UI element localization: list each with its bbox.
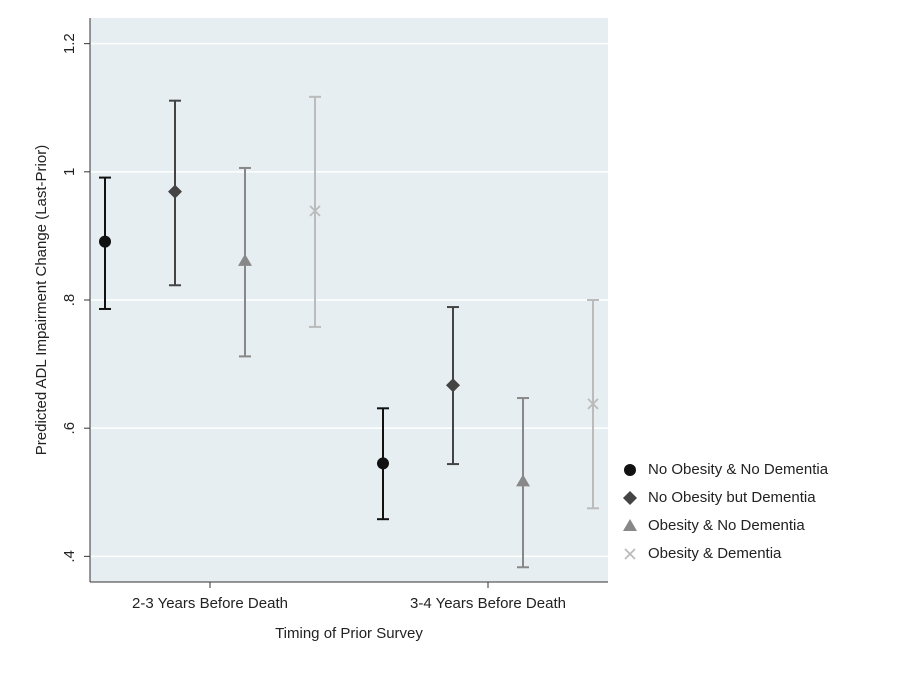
x-axis-title: Timing of Prior Survey xyxy=(275,625,423,642)
legend-label: No Obesity & No Dementia xyxy=(648,461,829,478)
y-tick-label: 1.2 xyxy=(61,33,78,54)
point xyxy=(238,253,252,266)
point xyxy=(516,474,530,487)
point xyxy=(168,184,182,199)
legend-label: Obesity & No Dementia xyxy=(648,517,805,534)
y-axis-title: Predicted ADL Impairment Change (Last-Pr… xyxy=(33,145,50,455)
x-tick-label: 3-4 Years Before Death xyxy=(410,595,566,612)
point xyxy=(377,457,389,470)
legend-label: Obesity & Dementia xyxy=(648,545,782,562)
point xyxy=(99,235,111,248)
point xyxy=(623,491,637,505)
y-tick-label: .6 xyxy=(61,422,78,435)
x-tick-label: 2-3 Years Before Death xyxy=(132,595,288,612)
y-tick-label: 1 xyxy=(61,168,78,176)
point xyxy=(624,464,636,476)
y-tick-label: .8 xyxy=(61,294,78,307)
point xyxy=(624,548,636,560)
point xyxy=(587,398,599,410)
point xyxy=(446,378,460,393)
y-tick-label: .4 xyxy=(61,550,78,563)
point xyxy=(309,205,321,217)
legend-label: No Obesity but Dementia xyxy=(648,489,816,506)
point xyxy=(623,519,637,531)
